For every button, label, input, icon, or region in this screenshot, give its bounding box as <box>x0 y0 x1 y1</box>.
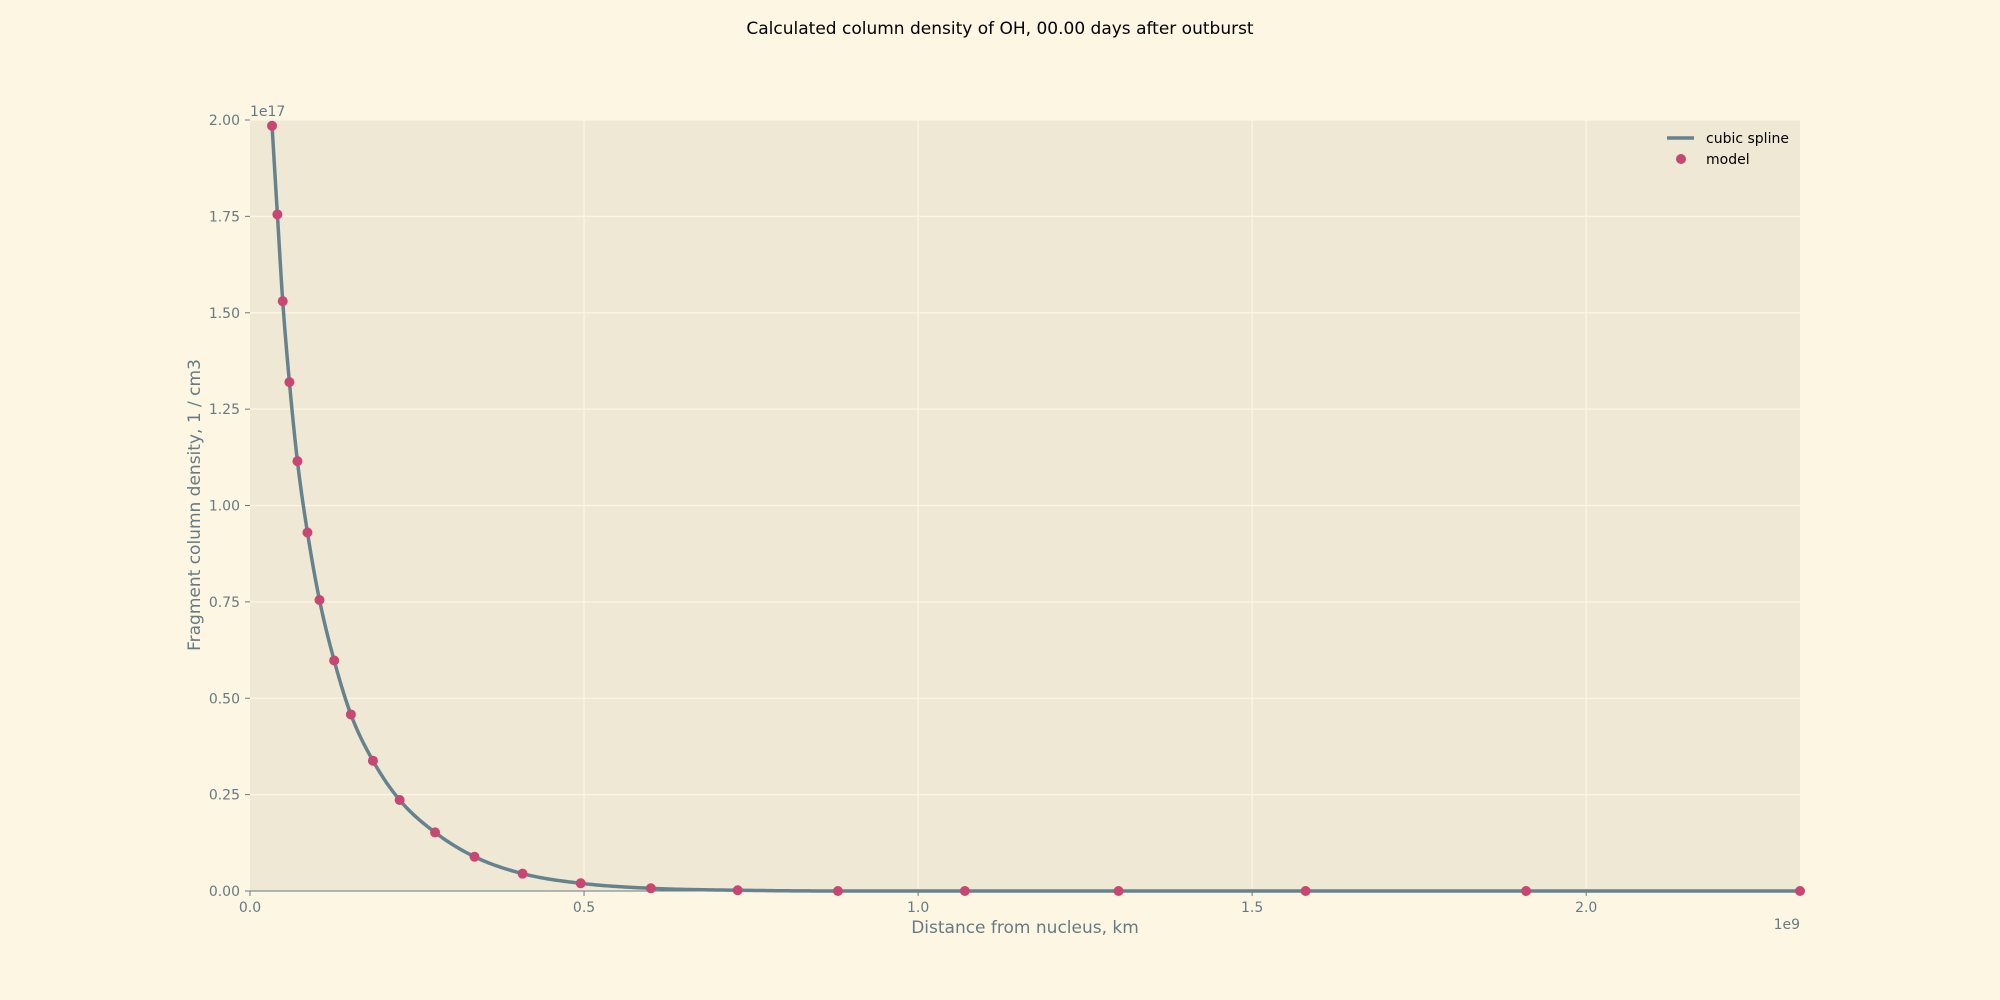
legend-model-swatch <box>1676 154 1686 164</box>
x-axis-offset-label: 1e9 <box>1774 917 1800 933</box>
x-tick-label: 1.0 <box>907 900 929 916</box>
legend-spline-label: cubic spline <box>1706 131 1789 147</box>
y-tick-label: 0.00 <box>209 884 240 900</box>
legend: cubic spline model <box>1667 131 1789 168</box>
model-point <box>959 886 970 896</box>
x-tick-label: 0.5 <box>573 900 595 916</box>
y-tick-label: 1.00 <box>209 499 240 515</box>
model-point <box>575 878 586 889</box>
y-tick-label: 0.75 <box>209 595 240 611</box>
x-axis-label: Distance from nucleus, km <box>911 918 1139 938</box>
model-point <box>345 709 356 720</box>
model-point <box>277 296 288 307</box>
model-point <box>1795 886 1805 896</box>
model-point <box>1300 886 1311 896</box>
x-tick-label: 1.5 <box>1241 900 1263 916</box>
model-point <box>272 209 283 220</box>
model-point <box>832 886 843 896</box>
model-point <box>645 883 656 894</box>
y-tick-label: 2.00 <box>209 113 240 129</box>
grid-lines <box>250 119 1800 891</box>
x-tick-label: 2.0 <box>1575 900 1597 916</box>
model-point <box>1521 886 1532 896</box>
series-layer <box>267 120 1805 896</box>
y-tick-label: 1.75 <box>209 209 240 225</box>
model-point <box>517 868 528 879</box>
model-point <box>1113 886 1124 896</box>
model-point <box>292 456 303 467</box>
model-point <box>284 377 295 388</box>
model-point <box>329 655 340 666</box>
model-point <box>367 755 378 766</box>
model-point <box>394 795 405 806</box>
model-point <box>469 851 480 862</box>
y-tick-label: 1.50 <box>209 306 240 322</box>
y-tick-label: 1.25 <box>209 402 240 418</box>
model-point <box>430 827 441 838</box>
y-axis-offset-label: 1e17 <box>250 104 285 120</box>
model-point <box>302 527 313 538</box>
y-axis-label: Fragment column density, 1 / cm3 <box>185 359 205 651</box>
legend-model-label: model <box>1706 152 1750 168</box>
model-point <box>732 885 743 896</box>
model-point <box>267 120 278 131</box>
y-tick-label: 0.50 <box>209 691 240 707</box>
model-point <box>314 594 325 605</box>
x-tick-label: 0.0 <box>239 900 261 916</box>
y-tick-label: 0.25 <box>209 788 240 804</box>
chart-title: Calculated column density of OH, 00.00 d… <box>746 19 1254 39</box>
